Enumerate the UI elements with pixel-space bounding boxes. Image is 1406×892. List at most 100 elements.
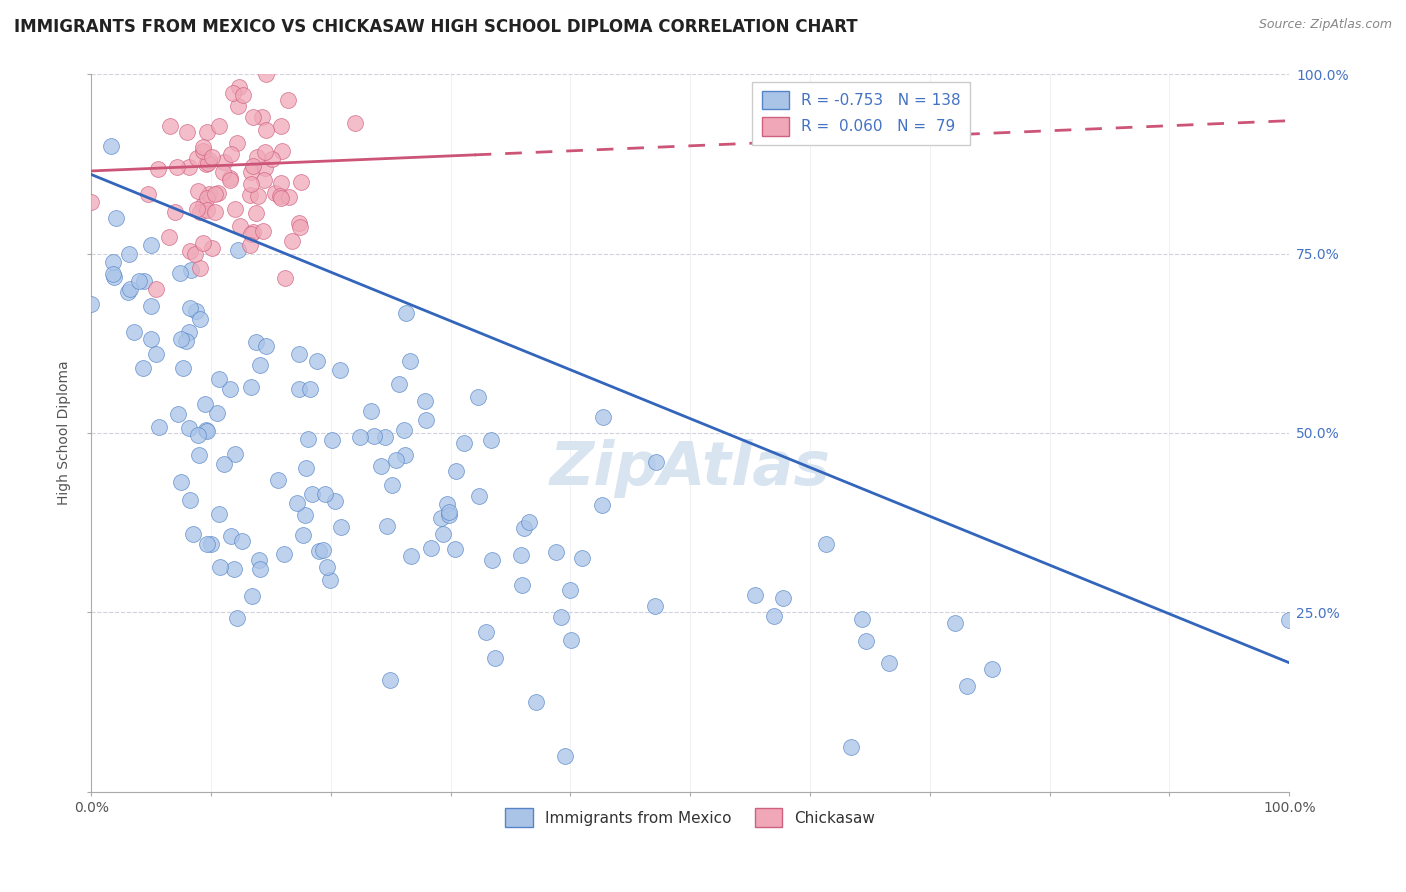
Point [254,161,277,175]
Point [101,254,124,268]
Point [239,187,262,202]
Point [262,152,284,166]
Point [349,430,371,444]
Point [195,125,218,139]
Point [226,99,249,113]
Point [118,281,141,295]
Point [288,382,311,396]
Point [201,241,224,255]
Text: Source: ZipAtlas.com: Source: ZipAtlas.com [1258,18,1392,31]
Point [245,206,267,220]
Point [290,175,312,189]
Point [207,186,229,201]
Point [201,151,224,165]
Point [343,116,366,130]
Point [264,186,287,200]
Point [254,67,277,81]
Point [212,165,235,179]
Point [439,505,461,519]
Point [281,234,304,248]
Point [212,154,235,169]
Point [188,261,211,276]
Point [851,612,873,626]
Point [197,156,219,170]
Point [253,173,276,187]
Point [105,211,128,225]
Point [195,202,218,217]
Point [381,478,404,492]
Point [392,424,415,438]
Point [247,189,270,203]
Legend: Immigrants from Mexico, Chickasaw: Immigrants from Mexico, Chickasaw [498,801,883,835]
Point [571,551,593,566]
Point [270,119,292,133]
Point [413,393,436,408]
Point [453,435,475,450]
Point [231,534,253,549]
Point [179,492,201,507]
Point [100,138,122,153]
Point [195,537,218,551]
Point [179,244,201,258]
Point [363,429,385,443]
Point [240,590,263,604]
Point [240,379,263,393]
Point [118,246,141,260]
Point [240,164,263,178]
Point [179,301,201,315]
Point [240,227,263,242]
Point [187,448,209,462]
Point [312,543,335,558]
Point [207,406,229,420]
Point [224,202,246,217]
Point [378,673,401,687]
Point [266,473,288,487]
Point [166,160,188,174]
Point [167,407,190,421]
Point [148,420,170,434]
Y-axis label: High School Diploma: High School Diploma [58,360,72,505]
Point [512,521,534,535]
Point [394,448,416,462]
Point [239,238,262,252]
Point [375,518,398,533]
Point [170,475,193,489]
Point [179,160,201,174]
Point [194,423,217,437]
Point [141,299,163,313]
Point [157,230,180,244]
Point [287,216,309,230]
Point [443,541,465,556]
Point [194,397,217,411]
Point [226,611,249,625]
Point [277,93,299,107]
Point [1278,613,1301,627]
Point [187,184,209,198]
Point [224,562,246,576]
Point [159,120,181,134]
Point [415,413,437,427]
Point [242,225,264,239]
Point [242,160,264,174]
Point [254,122,277,136]
Point [839,740,862,755]
Point [218,383,240,397]
Point [249,561,271,575]
Point [146,162,169,177]
Point [288,346,311,360]
Point [592,410,614,425]
Point [301,487,323,501]
Point [186,151,208,165]
Point [226,244,249,258]
Point [295,461,318,475]
Point [297,432,319,446]
Point [744,588,766,602]
Point [249,358,271,372]
Point [524,695,547,709]
Point [219,529,242,543]
Point [395,306,418,320]
Point [208,507,231,521]
Point [252,111,274,125]
Point [204,187,226,202]
Point [510,578,533,592]
